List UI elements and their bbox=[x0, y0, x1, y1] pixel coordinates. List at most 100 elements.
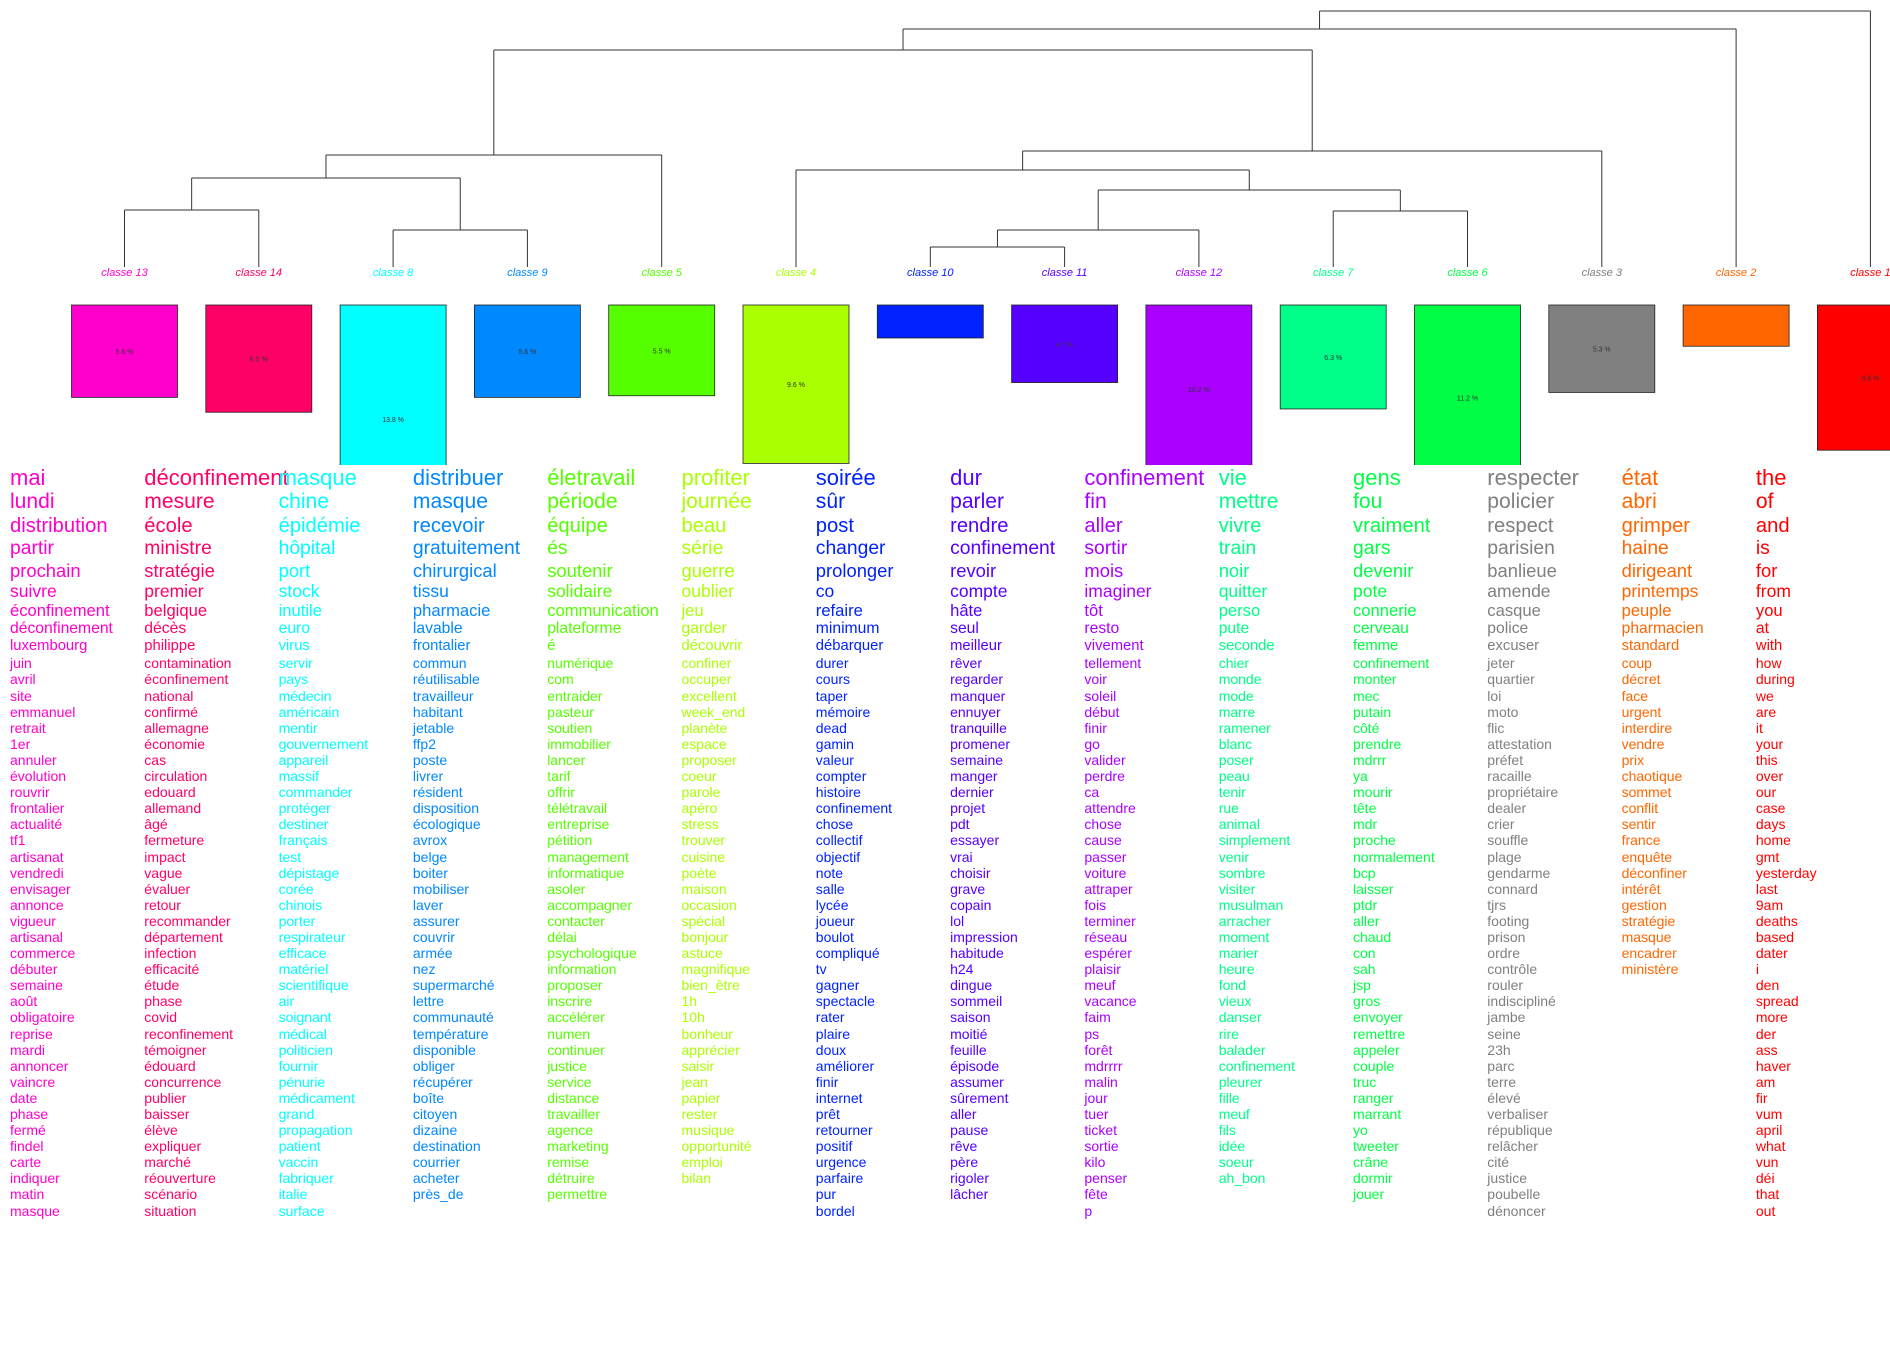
class-word: gars bbox=[1353, 537, 1391, 559]
class-word: garder bbox=[681, 620, 727, 638]
class-word: gens bbox=[1353, 465, 1401, 490]
class-word: cours bbox=[815, 671, 851, 688]
class-word: date bbox=[10, 1089, 38, 1106]
class-word: protéger bbox=[278, 800, 331, 817]
class-word: air bbox=[278, 993, 295, 1010]
class-word: masque bbox=[412, 490, 488, 514]
class-word: loi bbox=[1487, 687, 1502, 704]
class-word: réouverture bbox=[144, 1170, 216, 1187]
class-word: musulman bbox=[1218, 896, 1284, 913]
class-word: tissu bbox=[412, 581, 449, 602]
class-percent-label: 5.5 % bbox=[653, 348, 671, 355]
class-word: offrir bbox=[547, 784, 575, 801]
class-word: soeur bbox=[1218, 1154, 1254, 1171]
class-word: den bbox=[1755, 977, 1780, 994]
class-word: grave bbox=[950, 880, 986, 897]
class-percent-label: 5.6 % bbox=[518, 349, 536, 356]
class-word: stratégie bbox=[1621, 912, 1676, 929]
class-word: recommander bbox=[144, 912, 231, 929]
class-word: déconfinement bbox=[10, 620, 113, 638]
class-word: co bbox=[815, 581, 835, 602]
class-word: distance bbox=[547, 1089, 600, 1106]
class-word: habitude bbox=[950, 945, 1004, 962]
class-word: seine bbox=[1487, 1025, 1521, 1042]
class-word: compter bbox=[815, 768, 867, 785]
class-size-box bbox=[205, 304, 313, 413]
class-word: home bbox=[1755, 832, 1791, 849]
class-word: tjrs bbox=[1487, 896, 1506, 913]
class-word: efficacité bbox=[144, 961, 200, 978]
class-word: yo bbox=[1353, 1122, 1368, 1139]
class-word-column: mai lundi distribution partir prochain suivre… bbox=[10, 465, 145, 1219]
class-word: yesterday bbox=[1755, 864, 1817, 881]
class-word: contacter bbox=[547, 912, 605, 929]
class-word: maison bbox=[681, 880, 727, 897]
class-word: surface bbox=[278, 1202, 325, 1219]
class-word: espérer bbox=[1084, 945, 1132, 962]
class-word: disposition bbox=[412, 800, 480, 817]
class-percent-label: 10.2 % bbox=[1188, 387, 1210, 394]
class-size-box bbox=[71, 304, 178, 398]
class-word: artisanal bbox=[10, 928, 63, 945]
class-word: communauté bbox=[412, 1009, 494, 1026]
class-word: jambe bbox=[1487, 1009, 1526, 1026]
class-word: chose bbox=[815, 816, 854, 833]
class-word: ps bbox=[1084, 1025, 1100, 1042]
class-word: last bbox=[1755, 880, 1778, 897]
class-word: télétravail bbox=[547, 800, 608, 817]
class-word: service bbox=[547, 1073, 592, 1090]
class-word: couvrir bbox=[412, 928, 455, 945]
class-word: respecter bbox=[1487, 465, 1580, 490]
class-word-columns: mai lundi distribution partir prochain suivre… bbox=[0, 465, 1890, 1350]
class-word: i bbox=[1755, 961, 1760, 978]
class-word: remise bbox=[547, 1154, 590, 1171]
class-word: collectif bbox=[815, 832, 863, 849]
class-word-column: the of and is for from you at with how during we are… bbox=[1756, 465, 1890, 1219]
class-percent-label: 11.2 % bbox=[1457, 395, 1478, 402]
class-word: sah bbox=[1353, 961, 1376, 978]
class-word: pharmacie bbox=[412, 601, 491, 621]
class-word-column: déconfinement mesure école ministre stratégi… bbox=[144, 465, 288, 1219]
class-word: france bbox=[1621, 832, 1661, 849]
class-word: fou bbox=[1353, 490, 1383, 514]
class-word: sûrement bbox=[950, 1089, 1009, 1106]
class-word: lundi bbox=[10, 490, 55, 514]
class-word: gestion bbox=[1621, 896, 1667, 913]
class-size-box bbox=[1145, 304, 1253, 465]
class-word: apéro bbox=[681, 800, 718, 817]
class-percent-label: 4.7 % bbox=[1056, 342, 1074, 349]
class-word: ranger bbox=[1353, 1089, 1394, 1106]
class-word: pur bbox=[815, 1186, 837, 1203]
class-word: go bbox=[1084, 735, 1100, 752]
class-word: inutile bbox=[278, 601, 322, 621]
class-percent-label: 6.5 % bbox=[250, 357, 268, 364]
class-label: classe 13 bbox=[101, 267, 148, 279]
class-label: classe 4 bbox=[776, 267, 816, 279]
class-size-box bbox=[1548, 304, 1656, 393]
class-word: minimum bbox=[815, 620, 880, 638]
class-word: interdire bbox=[1621, 719, 1673, 736]
class-word: you bbox=[1755, 601, 1783, 621]
class-word: vague bbox=[144, 864, 183, 881]
class-word: haver bbox=[1755, 1057, 1791, 1074]
class-word: gagner bbox=[815, 977, 860, 994]
class-word: immobilier bbox=[547, 735, 611, 752]
class-word: politicien bbox=[278, 1041, 334, 1058]
class-word: mec bbox=[1353, 687, 1380, 704]
class-word: footing bbox=[1487, 912, 1530, 929]
class-word: fond bbox=[1218, 977, 1246, 994]
class-word: how bbox=[1755, 655, 1782, 672]
class-word: soirée bbox=[815, 465, 876, 490]
class-size-box bbox=[473, 304, 581, 398]
class-word: détruire bbox=[547, 1170, 595, 1187]
class-word: psychologique bbox=[547, 945, 637, 962]
class-word: oublier bbox=[681, 581, 735, 602]
class-word: emploi bbox=[681, 1154, 723, 1171]
class-word: indiscipliné bbox=[1487, 993, 1556, 1010]
class-word: fabriquer bbox=[278, 1170, 334, 1187]
class-label: classe 14 bbox=[236, 267, 282, 279]
class-word: matériel bbox=[278, 961, 329, 978]
class-word: impact bbox=[144, 848, 186, 865]
class-word: courrier bbox=[412, 1154, 461, 1171]
class-word: mois bbox=[1084, 559, 1124, 581]
